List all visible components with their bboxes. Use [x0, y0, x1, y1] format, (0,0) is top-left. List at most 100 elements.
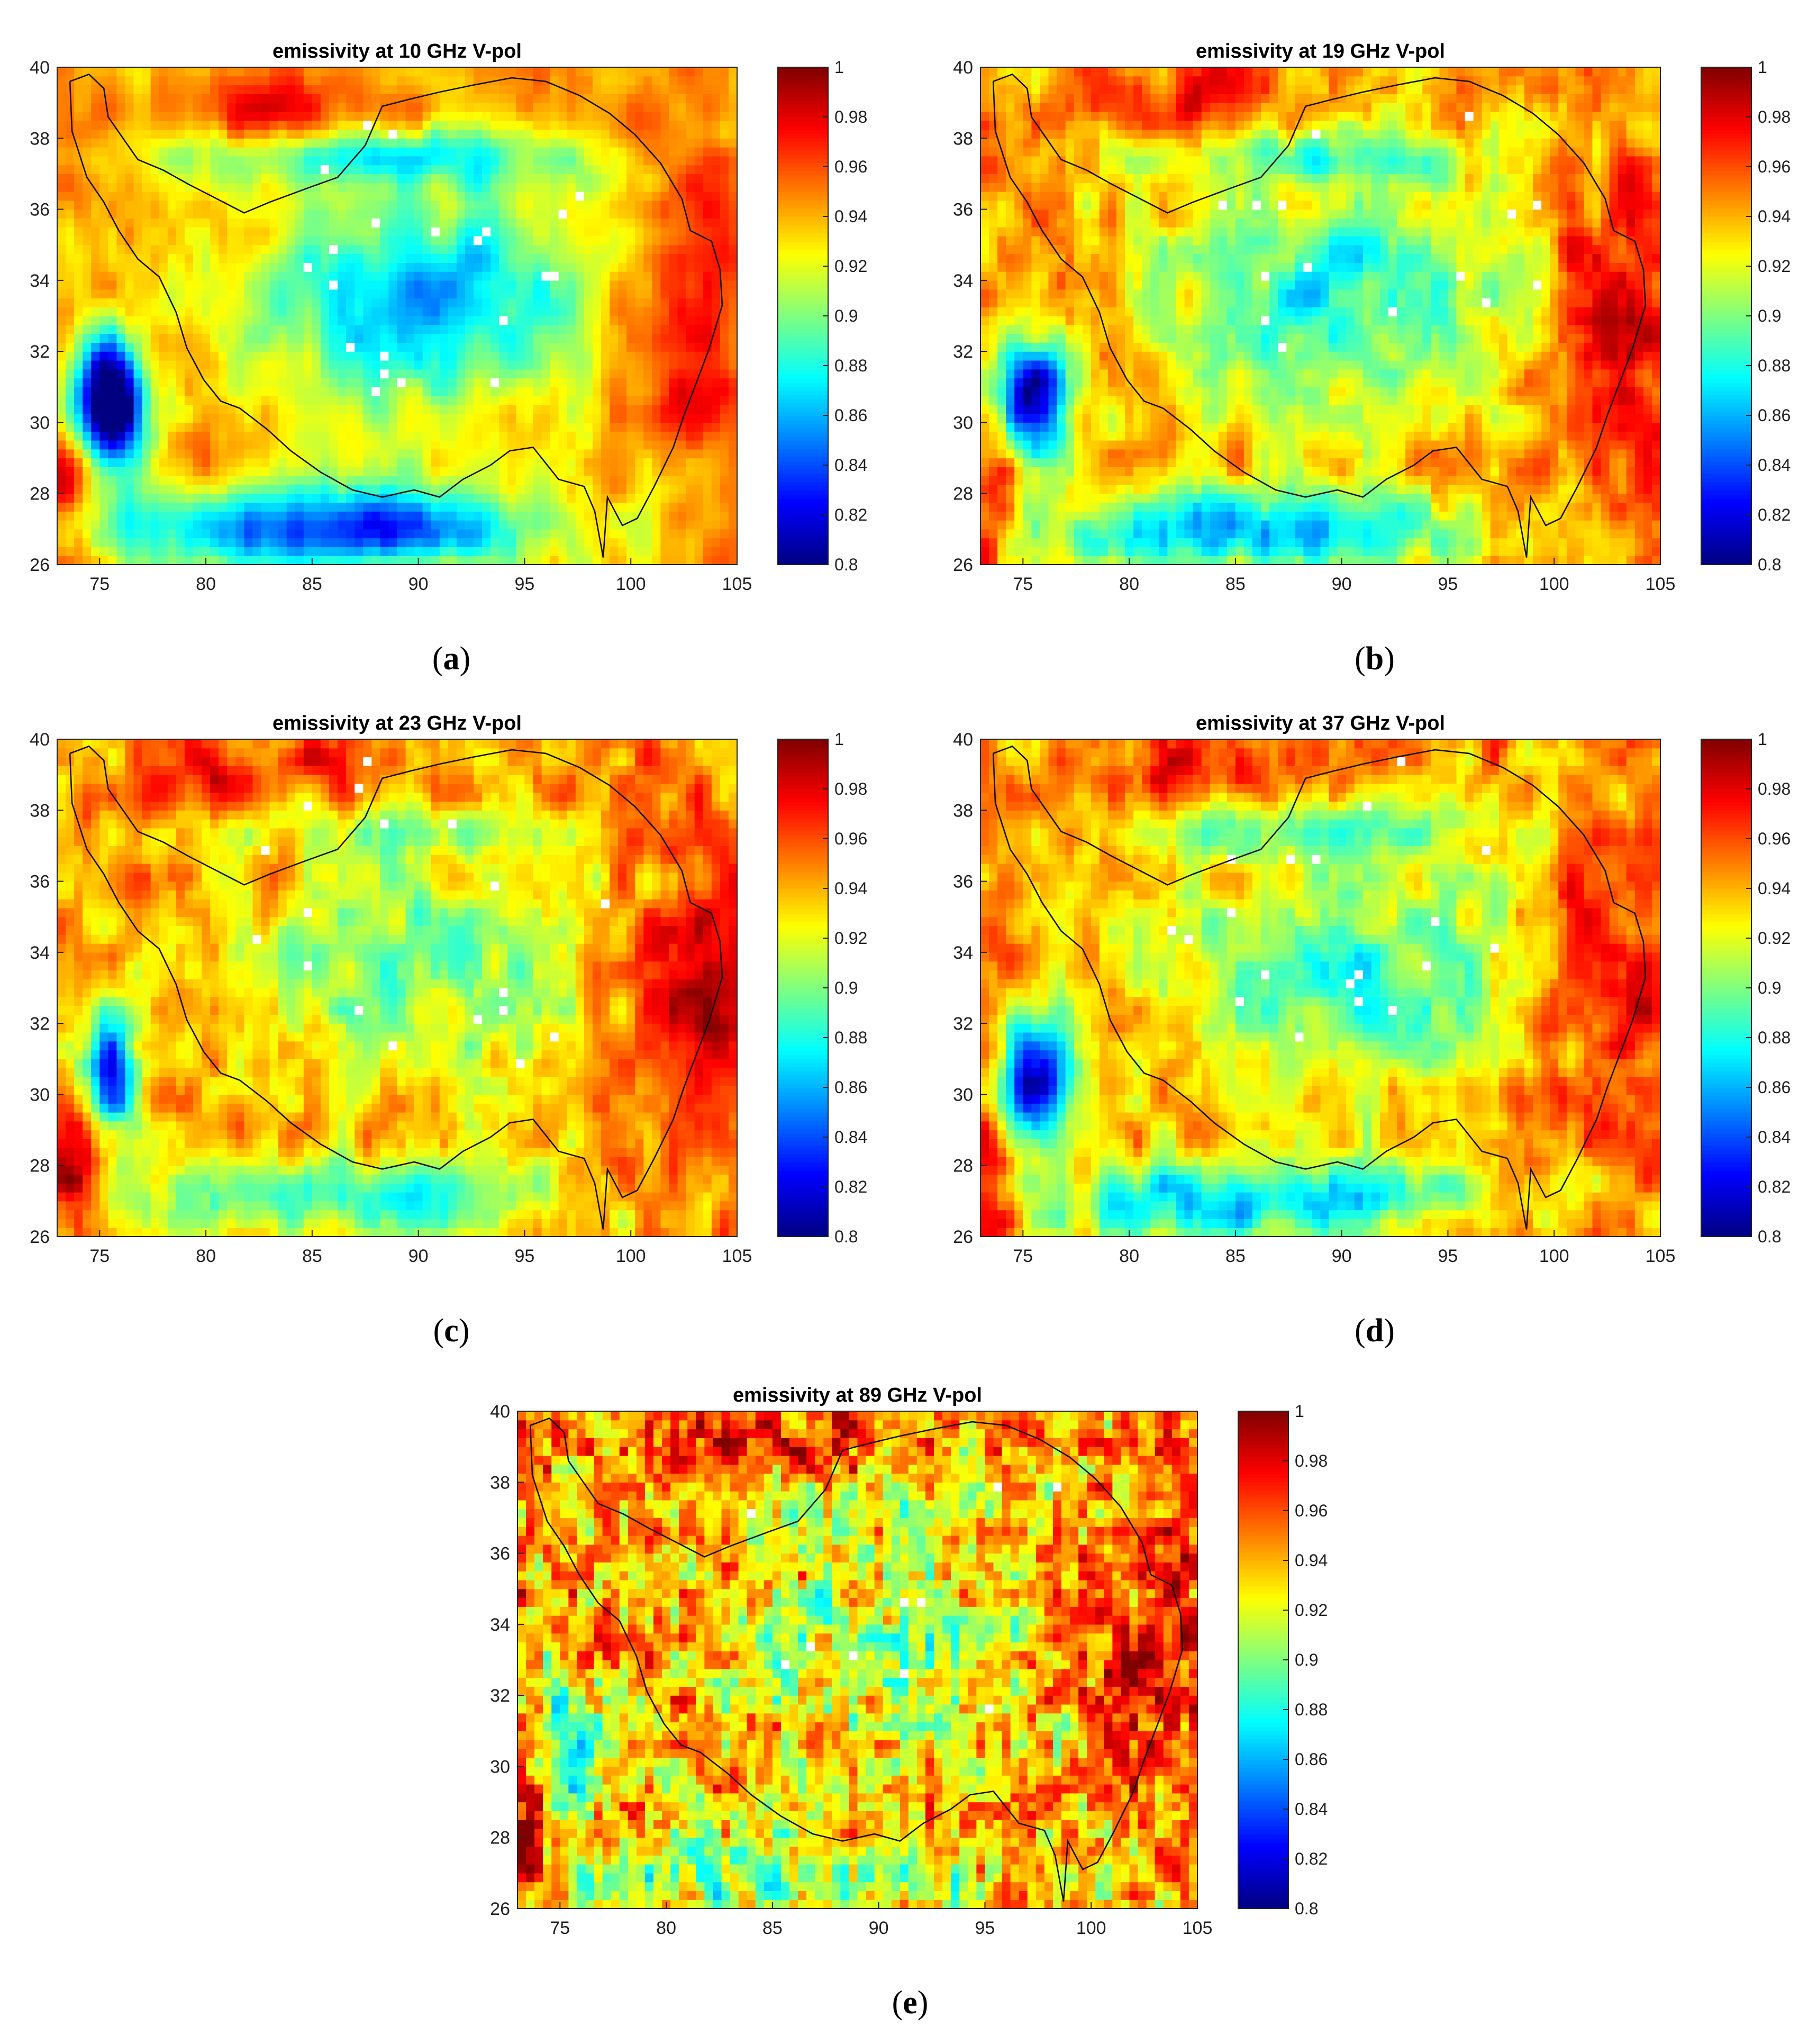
- heatmap-cell: [159, 324, 168, 334]
- heatmap-cell: [541, 449, 551, 459]
- heatmap-cell: [507, 342, 516, 352]
- heatmap-cell: [431, 280, 440, 290]
- heatmap-cell: [711, 120, 721, 130]
- heatmap-cell: [660, 493, 670, 503]
- heatmap-cell: [694, 147, 704, 157]
- heatmap-cell: [397, 218, 406, 228]
- heatmap-cell: [252, 360, 262, 370]
- heatmap-cell: [584, 253, 593, 263]
- heatmap-cell: [677, 289, 687, 299]
- heatmap-cell: [142, 235, 151, 246]
- heatmap-cell: [1040, 538, 1049, 548]
- heatmap-cell: [159, 547, 168, 556]
- heatmap-cell: [303, 85, 313, 94]
- heatmap-cell: [346, 165, 355, 175]
- heatmap-cell: [720, 502, 729, 512]
- heatmap-cell: [575, 529, 585, 539]
- heatmap-cell: [388, 156, 398, 166]
- heatmap-cell: [286, 94, 296, 103]
- heatmap-cell: [541, 244, 551, 255]
- heatmap-cell: [116, 76, 126, 86]
- heatmap-cell: [482, 316, 491, 325]
- heatmap-cell: [626, 431, 635, 441]
- heatmap-cell: [142, 165, 151, 175]
- heatmap-cell: [133, 262, 143, 272]
- heatmap-cell: [91, 244, 100, 255]
- heatmap-cell: [320, 183, 330, 192]
- heatmap-cell: [592, 289, 602, 299]
- heatmap-cell: [371, 324, 380, 334]
- heatmap-cell: [626, 147, 635, 157]
- heatmap-cell: [660, 387, 670, 396]
- heatmap-cell: [584, 422, 593, 432]
- heatmap-cell: [303, 520, 313, 530]
- heatmap-cell: [669, 192, 678, 201]
- heatmap-cell: [108, 183, 117, 192]
- heatmap-cell: [728, 298, 738, 307]
- heatmap-cell: [626, 67, 635, 77]
- heatmap-cell: [91, 360, 100, 370]
- heatmap-cell: [703, 138, 712, 148]
- heatmap-cell: [193, 511, 202, 521]
- heatmap-cell: [524, 458, 534, 467]
- heatmap-cell: [524, 520, 534, 530]
- heatmap-cell: [286, 333, 296, 343]
- heatmap-cell: [1091, 538, 1100, 548]
- heatmap-cell: [584, 369, 593, 379]
- heatmap-cell: [338, 422, 347, 432]
- heatmap-cell: [456, 209, 466, 219]
- heatmap-cell: [541, 556, 551, 565]
- heatmap-cell: [66, 192, 75, 201]
- heatmap-cell: [1082, 538, 1092, 548]
- heatmap-cell: [474, 333, 483, 343]
- heatmap-cell: [193, 556, 202, 565]
- heatmap-cell: [125, 316, 134, 325]
- heatmap-cell: [643, 484, 652, 494]
- heatmap-cell: [652, 209, 661, 219]
- heatmap-cell: [167, 458, 177, 467]
- heatmap-cell: [184, 235, 194, 246]
- heatmap-cell: [1133, 556, 1142, 565]
- heatmap-cell: [261, 235, 270, 246]
- heatmap-cell: [261, 324, 270, 334]
- heatmap-cell: [142, 103, 151, 112]
- heatmap-cell: [474, 129, 483, 139]
- heatmap-cell: [482, 253, 491, 263]
- heatmap-cell: [167, 342, 177, 352]
- heatmap-cell: [133, 440, 143, 450]
- heatmap-cell: [184, 307, 194, 316]
- heatmap-cell: [125, 289, 134, 299]
- heatmap-cell: [219, 387, 228, 396]
- heatmap-cell: [422, 111, 432, 121]
- heatmap-cell: [1558, 529, 1567, 539]
- heatmap-cell: [610, 404, 619, 414]
- heatmap-cell: [601, 351, 610, 361]
- heatmap-cell: [677, 369, 687, 379]
- heatmap-cell: [533, 502, 542, 512]
- heatmap-cell: [278, 404, 287, 414]
- heatmap-cell: [235, 342, 244, 352]
- heatmap-cell: [474, 67, 483, 77]
- heatmap-cell: [83, 511, 92, 521]
- heatmap-cell: [235, 298, 244, 307]
- heatmap-cell: [235, 369, 244, 379]
- heatmap-cell: [652, 413, 661, 423]
- heatmap-cell: [261, 387, 270, 396]
- heatmap-cell: [278, 67, 287, 77]
- heatmap-cell: [643, 147, 652, 157]
- heatmap-cell: [405, 235, 415, 246]
- heatmap-cell: [507, 156, 516, 166]
- heatmap-cell: [567, 253, 576, 263]
- heatmap-cell: [474, 324, 483, 334]
- heatmap-cell: [295, 244, 304, 255]
- colorbar-segment: [778, 204, 828, 209]
- heatmap-cell: [490, 200, 499, 210]
- heatmap-cell: [363, 413, 372, 423]
- heatmap-cell: [592, 262, 602, 272]
- heatmap-cell: [643, 192, 652, 201]
- heatmap-cell: [686, 511, 695, 521]
- heatmap-cell: [643, 244, 652, 255]
- heatmap-cell: [431, 324, 440, 334]
- heatmap-cell: [711, 289, 721, 299]
- heatmap-cell: [108, 440, 117, 450]
